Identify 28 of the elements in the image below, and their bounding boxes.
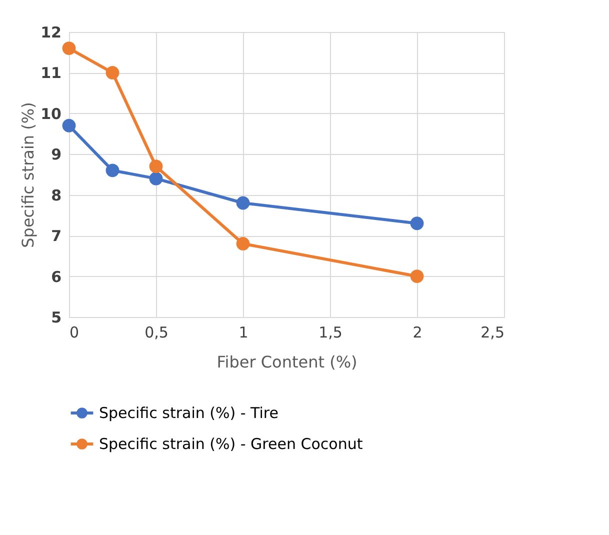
y-tick-label: 10 bbox=[40, 104, 62, 123]
point bbox=[149, 172, 163, 186]
y-tick-label: 9 bbox=[51, 146, 62, 164]
x-tick-label: 1,5 bbox=[318, 324, 342, 342]
point bbox=[62, 42, 76, 55]
point bbox=[149, 160, 163, 174]
x-tick-label: 0,5 bbox=[144, 324, 168, 342]
legend-label: Specific strain (%) - Green Coconut bbox=[99, 435, 363, 453]
legend-label: Specific strain (%) - Tire bbox=[99, 404, 278, 422]
point bbox=[236, 196, 250, 210]
y-tick-label: 11 bbox=[40, 64, 62, 82]
point bbox=[236, 237, 250, 250]
x-tick-label: 0 bbox=[70, 324, 80, 342]
y-tick-label: 5 bbox=[51, 308, 62, 326]
y-tick-label: 7 bbox=[51, 227, 62, 246]
x-tick-label: 1 bbox=[238, 324, 248, 342]
y-tick-label: 8 bbox=[51, 186, 62, 204]
x-axis-title: Fiber Content (%) bbox=[216, 352, 358, 372]
y-tick-label: 12 bbox=[40, 24, 62, 42]
x-tick-label: 2,5 bbox=[480, 324, 504, 342]
point bbox=[410, 270, 424, 283]
point bbox=[106, 66, 120, 80]
point bbox=[62, 118, 76, 132]
point bbox=[106, 164, 120, 178]
y-axis-title: Specific strain (%) bbox=[18, 102, 38, 248]
point bbox=[410, 216, 424, 230]
y-tick-label: 6 bbox=[51, 268, 62, 286]
x-tick-label: 2 bbox=[412, 324, 422, 342]
